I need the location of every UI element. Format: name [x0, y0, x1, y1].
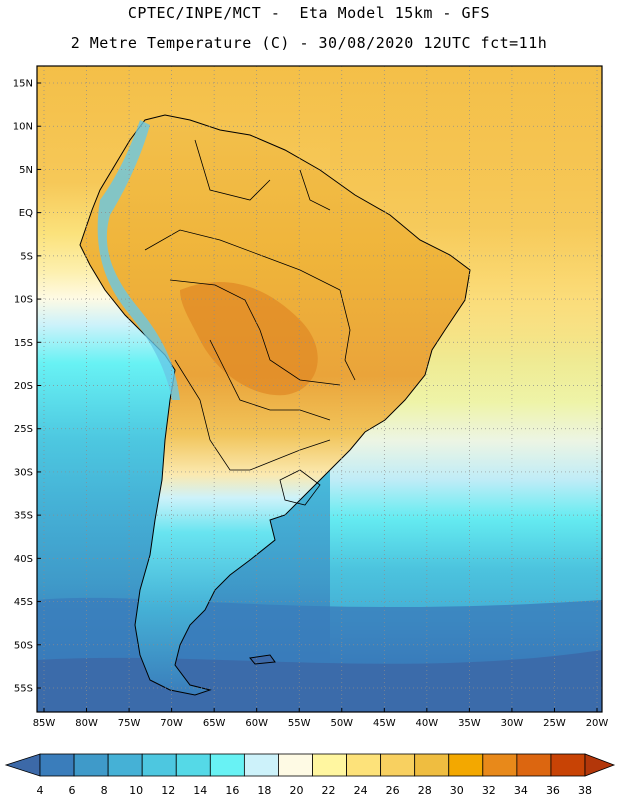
lon-tick-label: 35W — [458, 718, 481, 729]
longitude-labels: 85W 80W 75W 70W 65W 60W 55W 50W 45W 40W 35W 30W 25W 2… — [33, 708, 609, 729]
colorbar-label: 20 — [289, 784, 303, 797]
colorbar-label: 18 — [257, 784, 271, 797]
lon-tick-label: 25W — [543, 718, 566, 729]
andes-cold-band — [97, 120, 180, 400]
map-title: CPTEC/INPE/MCT - Eta Model 15km - GFS — [127, 4, 491, 22]
colorbar-swatch — [73, 753, 109, 777]
colorbar-label: 10 — [129, 784, 143, 797]
colorbar-label: 12 — [161, 784, 175, 797]
colorbar-swatch — [312, 753, 347, 777]
colorbar-swatch — [414, 753, 450, 777]
colorbar-left-arrow — [4, 753, 41, 777]
colorbar-swatch — [516, 753, 552, 777]
colorbar-label: 6 — [69, 784, 76, 797]
colorbar-label: 30 — [450, 784, 464, 797]
lat-tick-label: 5S — [20, 251, 33, 262]
lon-tick-label: 60W — [245, 718, 268, 729]
colorbar-label: 28 — [418, 784, 432, 797]
colorbar-swatch — [141, 753, 177, 777]
colorbar-swatch — [380, 753, 416, 777]
lat-tick-label: 35S — [14, 511, 33, 522]
lat-tick-label: 5N — [19, 165, 33, 176]
colorbar-swatch — [175, 753, 211, 777]
colorbar-right-arrow — [584, 753, 616, 777]
colorbar-labels: 4 6 8 10 12 14 16 18 20 22 24 26 28 30 32 34 36 38 — [37, 784, 593, 797]
lon-tick-label: 30W — [501, 718, 524, 729]
map-subtitle: 2 Metre Temperature (C) - 30/08/2020 12U… — [70, 34, 548, 52]
lon-tick-label: 70W — [160, 718, 183, 729]
lon-tick-label: 75W — [118, 718, 141, 729]
colorbar — [4, 753, 616, 777]
colorbar-label: 26 — [386, 784, 400, 797]
falkland-islands — [249, 654, 276, 665]
south-america-land — [79, 114, 471, 696]
lat-tick-label: 10N — [13, 122, 33, 133]
lon-tick-label: 65W — [203, 718, 226, 729]
colorbar-label: 22 — [322, 784, 336, 797]
colorbar-label: 4 — [37, 784, 44, 797]
colorbar-swatch — [550, 753, 586, 777]
colorbar-label: 32 — [482, 784, 496, 797]
colorbar-swatch — [107, 753, 143, 777]
lon-tick-label: 20W — [586, 718, 609, 729]
lon-tick-label: 45W — [373, 718, 396, 729]
colorbar-label: 14 — [193, 784, 207, 797]
colorbar-label: 34 — [514, 784, 528, 797]
lat-tick-label: EQ — [19, 208, 33, 219]
latitude-labels: 15N 10N 5N EQ 5S 10S 15S 20S 25S 30S 35S 40S 45S 50S 5… — [13, 79, 41, 695]
colorbar-swatch — [243, 753, 279, 777]
colorbar-label: 38 — [578, 784, 592, 797]
colorbar-swatch — [278, 753, 313, 777]
country-borders — [144, 139, 356, 506]
lon-tick-label: 80W — [75, 718, 98, 729]
map-frame — [36, 65, 603, 713]
colorbar-label: 36 — [546, 784, 560, 797]
lat-tick-label: 25S — [14, 424, 33, 435]
lon-tick-label: 40W — [416, 718, 439, 729]
lat-tick-label: 20S — [14, 381, 33, 392]
lat-tick-label: 50S — [14, 640, 33, 651]
colorbar-label: 24 — [354, 784, 368, 797]
colorbar-swatch — [448, 753, 484, 777]
colorbar-swatch — [39, 753, 75, 777]
lat-tick-label: 55S — [14, 684, 33, 695]
lat-tick-label: 40S — [14, 554, 33, 565]
lat-tick-label: 30S — [14, 467, 33, 478]
colorbar-swatch — [346, 753, 382, 777]
lat-tick-label: 15S — [14, 338, 33, 349]
lon-tick-label: 55W — [288, 718, 311, 729]
lon-tick-label: 50W — [330, 718, 353, 729]
colorbar-label: 16 — [225, 784, 239, 797]
lat-tick-label: 45S — [14, 597, 33, 608]
colorbar-label: 8 — [101, 784, 108, 797]
colorbar-swatch — [482, 753, 518, 777]
lat-tick-label: 15N — [13, 79, 33, 90]
lon-tick-label: 85W — [33, 718, 56, 729]
lat-tick-label: 10S — [14, 295, 33, 306]
colorbar-swatch — [209, 753, 245, 777]
